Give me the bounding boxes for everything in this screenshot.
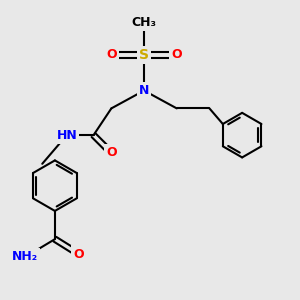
Text: O: O: [171, 48, 182, 62]
Text: O: O: [106, 146, 117, 160]
Text: S: S: [139, 48, 149, 62]
Text: N: N: [139, 84, 149, 97]
Text: O: O: [74, 248, 84, 260]
Text: HN: HN: [56, 129, 77, 142]
Text: O: O: [106, 48, 117, 62]
Text: CH₃: CH₃: [132, 16, 157, 29]
Text: NH₂: NH₂: [12, 250, 38, 263]
